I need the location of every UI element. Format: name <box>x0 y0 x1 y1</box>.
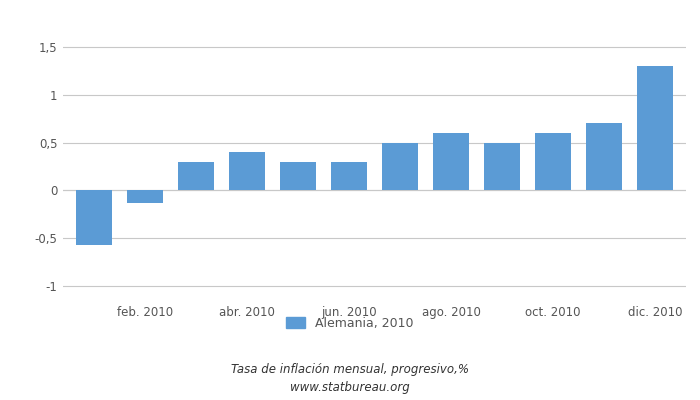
Bar <box>484 142 520 190</box>
Legend: Alemania, 2010: Alemania, 2010 <box>286 317 414 330</box>
Bar <box>280 162 316 190</box>
Bar <box>433 133 469 190</box>
Bar <box>178 162 214 190</box>
Bar <box>127 190 162 203</box>
Text: Tasa de inflación mensual, progresivo,%: Tasa de inflación mensual, progresivo,% <box>231 364 469 376</box>
Bar <box>331 162 367 190</box>
Bar <box>229 152 265 190</box>
Bar <box>587 124 622 190</box>
Bar <box>76 190 111 245</box>
Bar <box>536 133 571 190</box>
Text: www.statbureau.org: www.statbureau.org <box>290 382 410 394</box>
Bar <box>382 142 418 190</box>
Bar <box>638 66 673 190</box>
